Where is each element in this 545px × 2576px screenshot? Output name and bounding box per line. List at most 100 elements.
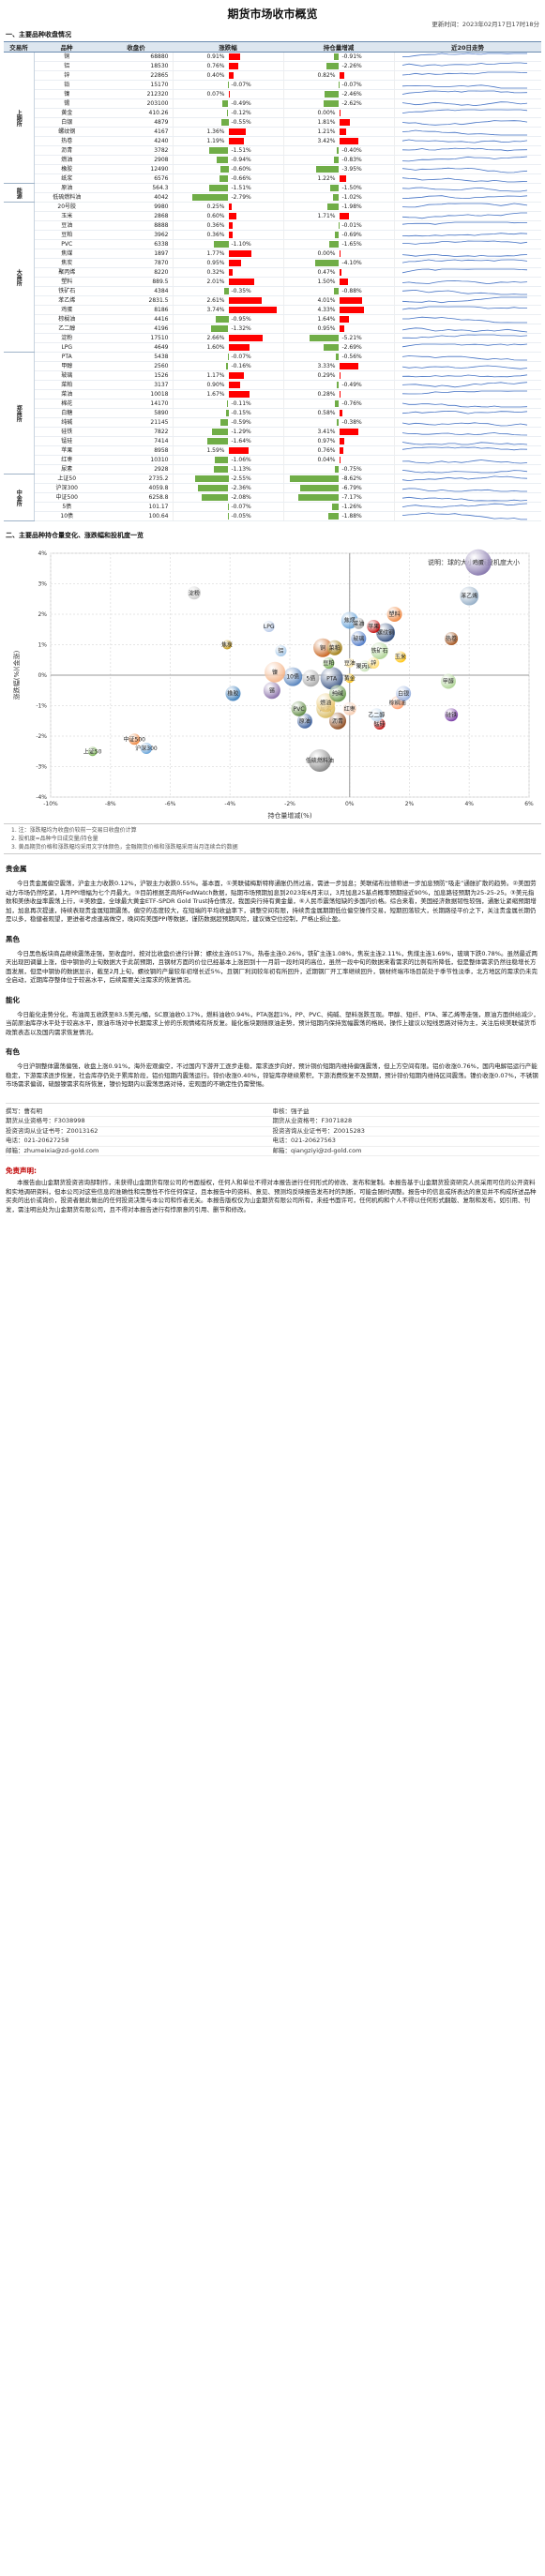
product-name: 苹果 [34, 445, 99, 456]
oi-bar [339, 279, 348, 285]
bubble-label: 硅铁 [446, 711, 457, 718]
trend-sparkline [394, 211, 541, 221]
cat-text-energy: 今日能化走势分化，布油周五收跌至83.5美元/桶，SC原油收0.17%，燃料油收… [6, 1010, 539, 1036]
x-tick-label: 2% [405, 801, 415, 807]
close-price: 1897 [99, 249, 173, 259]
change-value: -0.05% [231, 513, 251, 520]
oi-bar [330, 185, 340, 191]
trend-sparkline [394, 399, 541, 409]
oi-cell: -5.21% [282, 333, 395, 343]
close-price: 564.3 [99, 183, 173, 193]
change-cell: 0.90% [172, 380, 284, 390]
oi-value: 0.00% [317, 250, 336, 257]
oi-cell: -0.38% [282, 417, 395, 428]
bubble-label: 苹果 [368, 623, 379, 630]
change-bar [228, 307, 277, 313]
table-row: 大商所 20号胶 9980 0.25% -1.98% [4, 202, 541, 353]
close-price: 17510 [99, 333, 173, 343]
change-value: 1.19% [206, 138, 225, 144]
change-bar [228, 91, 230, 98]
close-price: 2908 [99, 155, 173, 165]
change-bar [195, 475, 229, 482]
close-price: 4384 [99, 286, 173, 296]
oi-value: -1.65% [341, 241, 362, 248]
y-tick-label: 3% [38, 581, 47, 588]
sparkline-path [401, 177, 527, 183]
sparkline-path [401, 101, 527, 107]
product-name: 5债 [34, 502, 99, 512]
oi-bar [339, 307, 364, 313]
oi-value: 0.04% [317, 457, 336, 463]
oi-cell: 3.33% [282, 361, 395, 371]
oi-bar [339, 119, 350, 126]
bubble-玉米 [394, 651, 406, 663]
change-value: 1.67% [206, 391, 225, 398]
x-tick-label: -10% [43, 801, 58, 807]
table-row: 镍 212320 0.07% -2.46% [4, 89, 541, 99]
oi-value: -2.69% [341, 344, 362, 351]
y-tick-label: 2% [38, 611, 47, 618]
oi-bar [339, 110, 340, 116]
oi-bar [309, 335, 340, 341]
oi-cell: -1.26% [282, 502, 395, 512]
bubble-热卷 [445, 632, 459, 645]
table-row: 低硫燃料油 4042 -2.79% -1.02% [4, 192, 541, 203]
bubble-10债 [283, 667, 303, 686]
change-bar [228, 297, 263, 304]
trend-sparkline [394, 417, 541, 428]
oi-bar [337, 147, 340, 154]
oi-value: -0.49% [341, 382, 362, 388]
sparkline-path [401, 187, 527, 192]
trend-sparkline [394, 155, 541, 165]
trend-sparkline [394, 183, 541, 193]
change-value: -2.55% [231, 475, 251, 482]
trend-sparkline [394, 511, 541, 521]
close-price: 22865 [99, 70, 173, 81]
sparkline-path [401, 422, 527, 427]
bubble-上证50 [87, 746, 98, 757]
change-bar [228, 213, 236, 219]
bubble-label: 热卷 [446, 635, 457, 642]
oi-cell: -2.69% [282, 342, 395, 353]
product-name: 10债 [34, 511, 99, 521]
change-value: -0.11% [231, 400, 251, 407]
bubble-label: 上证50 [83, 747, 102, 755]
product-name: 上证50 [34, 474, 99, 484]
trend-sparkline [394, 127, 541, 137]
oi-value: -1.88% [341, 513, 362, 520]
change-cell: -2.08% [172, 492, 284, 503]
oi-value: 1.50% [317, 279, 336, 285]
product-name: PTA [34, 352, 99, 362]
close-price: 2560 [99, 361, 173, 371]
bubble-label: 聚丙烯 [356, 662, 373, 670]
author-license: 期货从业资格号：F3038998 [6, 1117, 273, 1127]
oi-bar [325, 91, 340, 98]
y-tick-label: -1% [36, 703, 47, 710]
bubble-黄金 [344, 673, 355, 684]
change-value: 0.60% [206, 213, 225, 219]
bubble-label: 铜 [320, 644, 325, 652]
change-cell: 1.59% [172, 445, 284, 456]
oi-bar [339, 372, 341, 379]
bubble-label: 红枣 [344, 705, 356, 713]
sparkline-path [401, 355, 527, 361]
oi-bar [333, 194, 340, 201]
change-value: 2.01% [206, 279, 225, 285]
sparkline-path [401, 327, 527, 333]
reviewer-email[interactable]: 邮箱：qiangziyi@zd-gold.com [272, 1147, 539, 1156]
change-bar [211, 325, 229, 332]
change-bar [208, 185, 229, 191]
trend-sparkline [394, 305, 541, 315]
reviewer-phone: 电话：021-20627563 [272, 1137, 539, 1147]
change-cell: 1.17% [172, 370, 284, 381]
bubble-label: 菜粕 [329, 644, 341, 652]
oi-value: -6.79% [341, 485, 362, 491]
table-row: 中金所 上证50 2735.2 -2.55% -8.62% [4, 474, 541, 521]
oi-value: 0.95% [317, 325, 336, 332]
author-email[interactable]: 邮箱：zhumeixia@zd-gold.com [6, 1147, 273, 1156]
change-value: -2.79% [231, 194, 251, 201]
change-value: -0.55% [231, 119, 251, 126]
change-cell: -0.07% [172, 502, 284, 512]
close-price: 7822 [99, 427, 173, 437]
trend-sparkline [394, 333, 541, 343]
